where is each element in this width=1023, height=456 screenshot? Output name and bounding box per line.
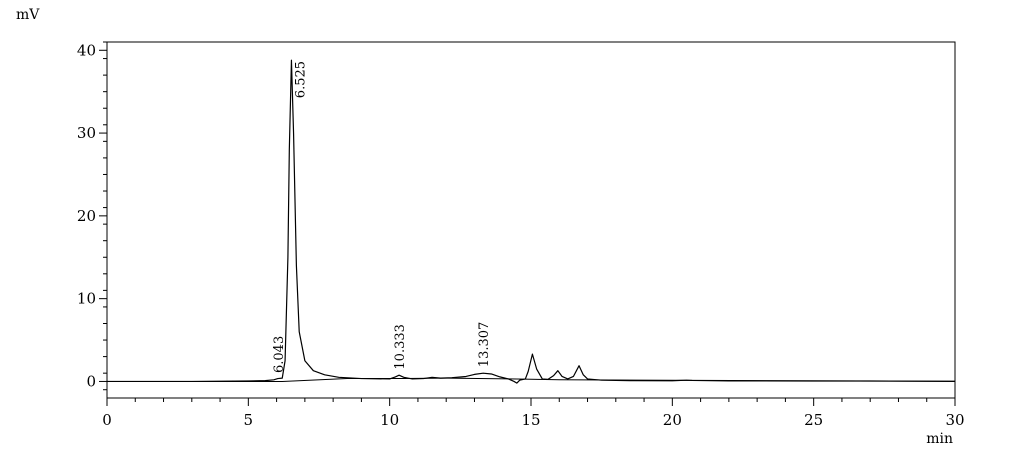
plot-frame xyxy=(106,41,956,399)
peak-label-layer: 6.043 6.525 10.333 13.307 xyxy=(272,61,492,373)
y-tick-label: 40 xyxy=(77,41,96,59)
x-tick-label: 25 xyxy=(804,411,823,429)
series-layer xyxy=(107,59,956,384)
axes-layer: 0 5 10 15 20 25 30 0 10 20 30 40 xyxy=(77,41,965,429)
y-tick-label: 0 xyxy=(86,372,96,390)
chromatogram-trace xyxy=(107,59,956,384)
x-tick-label: 5 xyxy=(244,411,254,429)
x-tick-label: 30 xyxy=(945,411,964,429)
peak-label: 6.043 xyxy=(272,336,287,373)
x-tick-label: 10 xyxy=(380,411,399,429)
x-tick-label: 20 xyxy=(663,411,682,429)
y-tick-label: 30 xyxy=(77,124,96,142)
peak-label: 13.307 xyxy=(477,322,492,368)
x-tick-label: 15 xyxy=(521,411,540,429)
x-axis-unit-label: min xyxy=(926,431,953,447)
peak-label: 10.333 xyxy=(393,324,408,370)
x-tick-label: 0 xyxy=(102,411,112,429)
y-tick-label: 20 xyxy=(77,207,96,225)
y-axis-unit-label: mV xyxy=(16,7,40,23)
peak-label: 6.525 xyxy=(293,61,308,98)
y-tick-label: 10 xyxy=(77,290,96,308)
